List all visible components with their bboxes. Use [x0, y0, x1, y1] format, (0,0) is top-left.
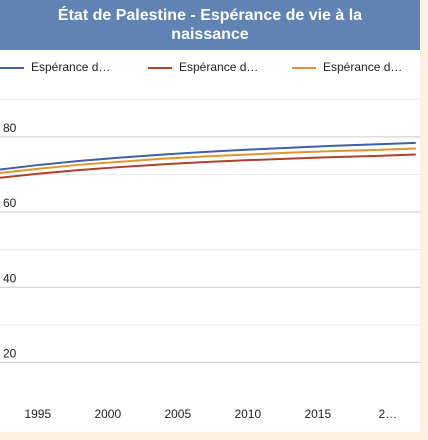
chart-title: État de Palestine - Espérance de vie à l…: [0, 0, 420, 50]
chart: 20 40 60 80 1995 2000 2005 2010 2015 2… Espérance …: [0, 60, 420, 421]
y-tick-label: 20: [3, 347, 17, 361]
x-tick-label: 2000: [94, 407, 121, 421]
y-tick-label: 80: [3, 121, 17, 135]
series-line: [0, 141, 416, 171]
series-line: [0, 147, 416, 174]
legend-label: Espérance d…: [179, 60, 258, 74]
x-tick-label: 2005: [164, 407, 191, 421]
x-tick-label: 2…: [378, 407, 397, 421]
chart-panel: [0, 0, 420, 432]
x-tick-label: 1995: [24, 407, 51, 421]
legend-label: Espérance d…: [31, 60, 110, 74]
y-tick-label: 60: [3, 196, 17, 210]
x-tick-label: 2010: [234, 407, 261, 421]
y-tick-label: 40: [3, 271, 17, 285]
series-line: [0, 153, 416, 179]
legend-label: Espérance d…: [323, 60, 402, 74]
x-tick-label: 2015: [304, 407, 331, 421]
